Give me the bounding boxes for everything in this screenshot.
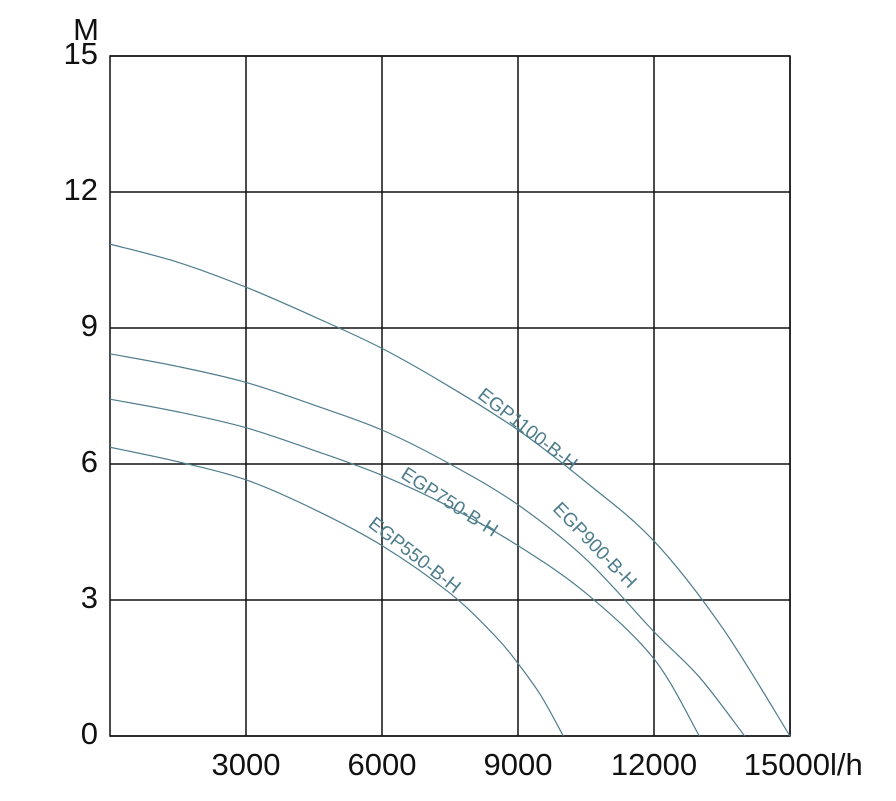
y-tick-label: 0 — [81, 716, 98, 751]
curve-label: EGP550-B-H — [364, 513, 464, 598]
x-tick-label: 15000 — [744, 747, 830, 782]
y-tick-label: 12 — [64, 172, 98, 207]
curve-label: EGP750-B-H — [397, 464, 501, 542]
curve — [109, 398, 700, 737]
curve-label: EGP1100-B-H — [474, 384, 582, 474]
x-axis-label: l/h — [830, 747, 863, 782]
y-tick-label: 9 — [81, 308, 98, 343]
x-tick-label: 3000 — [212, 747, 281, 782]
y-axis-label: M — [73, 12, 99, 47]
y-tick-label: 15 — [64, 36, 98, 71]
x-tick-label: 9000 — [484, 747, 553, 782]
plot-area — [109, 55, 791, 737]
x-tick-label: 6000 — [348, 747, 417, 782]
x-tick-label: 12000 — [611, 747, 697, 782]
curve — [109, 243, 791, 737]
y-tick-label: 6 — [81, 444, 98, 479]
curve-label: EGP900-B-H — [548, 498, 640, 592]
curve — [109, 353, 746, 737]
y-tick-label: 3 — [81, 580, 98, 615]
curve — [109, 446, 564, 737]
